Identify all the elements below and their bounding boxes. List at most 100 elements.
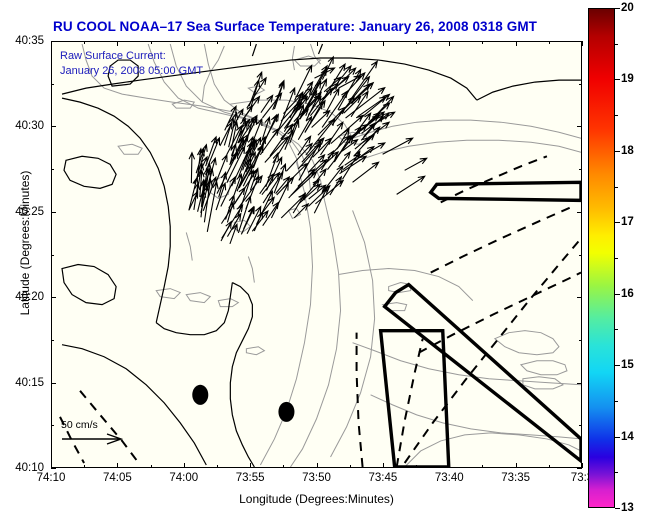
current-vector	[202, 167, 210, 200]
current-vector	[188, 190, 199, 211]
current-vector	[234, 108, 244, 124]
y-axis-title: Latitude (Degrees:Minutes)	[18, 170, 32, 316]
current-vector	[273, 162, 287, 194]
current-vector	[224, 105, 237, 131]
current-vector	[242, 95, 261, 121]
current-vector	[280, 87, 313, 122]
y-axis-tick	[577, 297, 582, 299]
x-axis-tick	[449, 41, 451, 46]
x-axis-tick-label: 73:50	[302, 472, 331, 484]
current-vector	[336, 127, 350, 150]
current-vector	[338, 150, 351, 168]
current-vector	[276, 176, 295, 196]
current-vector	[302, 178, 321, 200]
current-vector	[289, 119, 300, 144]
current-vector	[313, 186, 328, 214]
x-axis-minor-tick	[349, 41, 351, 44]
y-axis-tick	[577, 468, 582, 469]
current-vector	[322, 62, 346, 101]
current-vector	[251, 209, 269, 232]
current-vector	[352, 161, 380, 183]
radial-dashed-lines	[59, 155, 581, 467]
x-axis-minor-tick	[548, 41, 550, 44]
current-vector	[193, 181, 201, 210]
x-axis-tick-label: 73:45	[368, 472, 398, 484]
current-vector	[308, 153, 326, 173]
current-vector	[338, 67, 357, 86]
x-axis-minor-tick	[84, 41, 86, 44]
current-vector	[320, 149, 335, 171]
current-vector	[272, 102, 302, 138]
current-vector	[234, 168, 258, 204]
current-vector	[205, 135, 218, 167]
current-vector	[246, 76, 267, 109]
x-axis-minor-tick	[482, 465, 484, 468]
current-vector	[218, 171, 228, 198]
colorbar-tick	[615, 365, 620, 367]
y-axis-minor-tick	[51, 83, 54, 85]
station-markers	[192, 384, 295, 422]
y-axis-tick	[577, 126, 582, 128]
colorbar-tick-label: 19	[621, 73, 634, 86]
current-vector	[238, 135, 254, 178]
current-vector	[203, 178, 213, 223]
y-axis-tick	[577, 211, 582, 213]
current-vector	[246, 205, 262, 234]
colorbar-tick-label: 15	[621, 359, 634, 372]
y-axis-minor-tick	[579, 169, 582, 171]
y-axis-minor-tick	[579, 339, 582, 341]
colorbar-minor-tick	[615, 43, 618, 45]
colorbar-minor-tick	[615, 115, 618, 117]
y-axis-tick	[51, 297, 56, 299]
x-axis-tick	[382, 41, 384, 46]
current-vector	[223, 116, 235, 146]
current-vector	[350, 111, 381, 140]
y-axis-minor-tick	[579, 83, 582, 85]
current-vector	[200, 185, 210, 214]
current-vector	[339, 155, 368, 175]
y-axis-tick	[51, 211, 56, 213]
y-axis-minor-tick	[51, 169, 54, 171]
current-vector	[273, 81, 285, 110]
annotation-line-1: Raw Surface Current:	[60, 50, 166, 62]
current-vector	[188, 151, 196, 184]
colorbar-minor-tick	[615, 186, 618, 188]
transect-boxes	[378, 180, 581, 467]
current-vector	[345, 86, 386, 119]
x-axis-minor-tick	[416, 41, 418, 44]
current-vector	[338, 75, 362, 89]
surface-current-vectors	[188, 55, 428, 245]
colorbar-tick	[615, 508, 620, 509]
current-vector	[404, 157, 428, 171]
current-vector	[322, 165, 344, 192]
x-axis-tick-label: 74:00	[169, 472, 199, 484]
colorbar-tick-label: 20	[621, 2, 634, 14]
current-vector	[359, 93, 391, 120]
y-axis-tick	[577, 382, 582, 384]
y-axis-tick-label: 40:35	[15, 35, 44, 47]
current-vector	[220, 175, 236, 207]
x-axis-tick	[250, 41, 252, 46]
current-vector	[261, 116, 271, 140]
x-axis-minor-tick	[150, 41, 152, 44]
annotation-line-2: January 26, 2008 05:00 GMT	[60, 65, 204, 77]
colorbar-tick-label: 13	[621, 502, 634, 514]
colorbar-tick	[615, 436, 620, 438]
current-vector	[297, 115, 313, 141]
y-axis-tick	[51, 468, 56, 469]
x-axis-tick-label: 73:40	[434, 472, 464, 484]
colorbar-gradient	[589, 9, 614, 507]
current-vector	[341, 138, 359, 152]
current-vector	[198, 169, 205, 198]
x-axis-minor-tick	[283, 41, 285, 44]
current-vector	[341, 71, 366, 98]
right-arrow-icon	[62, 433, 124, 445]
current-vector	[240, 205, 255, 235]
current-vector	[284, 103, 304, 150]
x-axis-minor-tick	[416, 465, 418, 468]
current-vector	[220, 220, 232, 242]
colorbar-minor-tick	[615, 258, 618, 259]
raw-surface-current-annotation: Raw Surface Current: January 26, 2008 05…	[60, 49, 203, 79]
x-axis-minor-tick	[84, 465, 86, 468]
colorbar-tick-label: 16	[621, 287, 634, 300]
